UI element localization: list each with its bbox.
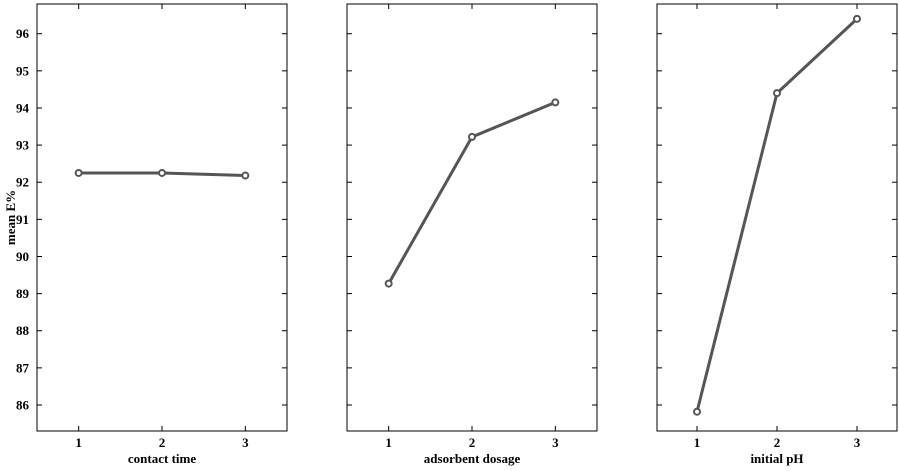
panel-1-frame bbox=[36, 3, 288, 432]
panel-1-x-axis-label: contact time bbox=[128, 451, 196, 466]
y-axis-label: mean E% bbox=[3, 190, 18, 245]
panel-3-x-tick-label: 2 bbox=[774, 435, 781, 450]
panel-2-frame bbox=[346, 3, 598, 432]
panel-1-x-tick-label: 2 bbox=[159, 435, 166, 450]
y-tick-label: 94 bbox=[16, 100, 30, 115]
panel-1-data-point bbox=[241, 171, 250, 180]
y-tick-label: 95 bbox=[16, 63, 30, 78]
y-tick-label: 89 bbox=[16, 286, 30, 301]
panel-2-x-tick-label: 3 bbox=[552, 435, 559, 450]
panel-3-x-tick-label: 3 bbox=[854, 435, 861, 450]
panel-1-x-tick-label: 3 bbox=[242, 435, 249, 450]
panel-2-x-axis-label: adsorbent dosage bbox=[424, 451, 521, 466]
panel-1-data-point bbox=[158, 168, 166, 177]
panel-2-series-line bbox=[387, 101, 556, 285]
panel-2-data-point bbox=[384, 279, 393, 288]
y-tick-label: 92 bbox=[16, 175, 29, 190]
y-tick-label: 96 bbox=[16, 26, 30, 41]
y-tick-label: 91 bbox=[16, 212, 29, 227]
y-tick-label: 90 bbox=[16, 249, 29, 264]
panel-1-data-point bbox=[74, 168, 83, 177]
panel-3-data-point bbox=[693, 407, 701, 416]
y-tick-label: 87 bbox=[16, 360, 30, 375]
panel-3-x-tick-label: 1 bbox=[694, 435, 701, 450]
panel-1-x-tick-label: 1 bbox=[75, 435, 82, 450]
y-tick-label: 93 bbox=[16, 138, 30, 153]
panel-3-x-axis-label: initial pH bbox=[750, 451, 803, 466]
panel-3-data-point bbox=[853, 14, 861, 23]
panel-2-x-tick-label: 2 bbox=[469, 435, 476, 450]
y-tick-label: 88 bbox=[16, 323, 30, 338]
panel-3-frame bbox=[656, 3, 898, 432]
panel-3-series-line bbox=[695, 17, 859, 413]
panel-2-x-tick-label: 1 bbox=[385, 435, 392, 450]
panel-2-data-point bbox=[468, 132, 476, 141]
panel-2-data-point bbox=[551, 98, 560, 107]
panel-3-data-point bbox=[773, 89, 781, 98]
y-tick-label: 86 bbox=[16, 398, 30, 413]
